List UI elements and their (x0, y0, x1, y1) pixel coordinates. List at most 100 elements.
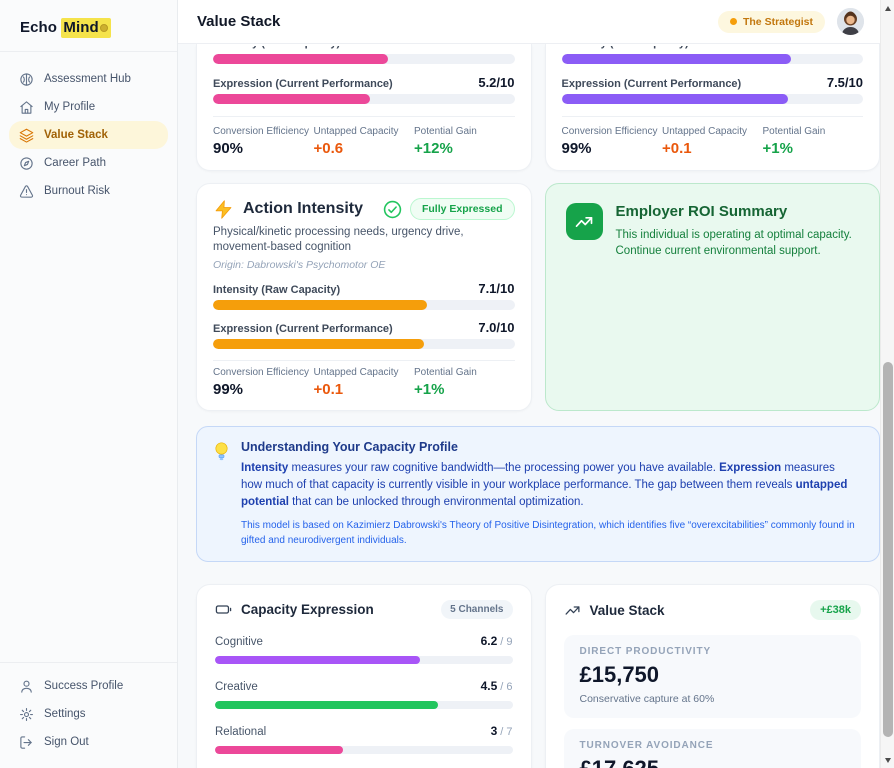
top-header: Value Stack The Strategist (178, 0, 894, 44)
brain-icon (20, 72, 33, 86)
roi-title: Employer ROI Summary (615, 203, 788, 220)
channel-bar (215, 701, 513, 710)
value-item-direct-productivity: DIRECT PRODUCTIVITY £15,750 Conservative… (563, 635, 861, 719)
trending-up-icon (564, 606, 580, 615)
sidebar-item-assessment-hub[interactable]: Assessment Hub (9, 65, 168, 93)
clipped-metric-label: Intensity (Raw Capacity) (213, 46, 515, 50)
clipped-metric-label: Intensity (Raw Capacity) (562, 46, 864, 50)
employer-roi-card: Employer ROI Summary This individual is … (544, 183, 880, 412)
info-footnote: This model is based on Kazimierz Dabrows… (241, 520, 855, 547)
sidebar-item-success-profile[interactable]: Success Profile (9, 672, 168, 700)
scroll-content: Intensity (Raw Capacity) Expression (Cur… (178, 44, 894, 768)
sidebar-item-label: Career Path (44, 157, 107, 169)
stats-row: Conversion Efficiency 99% Untapped Capaci… (562, 126, 864, 157)
info-title: Understanding Your Capacity Profile (241, 440, 458, 455)
sidebar-item-label: Assessment Hub (44, 73, 131, 85)
trait-card-clipped-left: Intensity (Raw Capacity) Expression (Cur… (196, 44, 532, 171)
brand-logo[interactable]: Echo Mind (0, 0, 177, 51)
conversion-value: 99% (213, 381, 244, 399)
status-badge: Fully Expressed (409, 198, 515, 220)
main-area: Value Stack The Strategist (178, 0, 894, 768)
sidebar-item-settings[interactable]: Settings (9, 700, 168, 728)
vertical-scrollbar[interactable] (880, 0, 894, 768)
trending-up-icon (565, 203, 603, 240)
zap-icon (215, 199, 232, 219)
gain-value: +1% (414, 381, 445, 399)
bottom-row: Capacity Expression 5 Channels Cognitive… (196, 584, 880, 768)
value-item-turnover-avoidance: TURNOVER AVOIDANCE £17,625 Based on high… (563, 729, 861, 768)
sidebar: Echo Mind Assessment Hub My Profile Valu… (0, 0, 178, 768)
raw-capacity-bar (213, 54, 515, 64)
avatar-image (837, 8, 864, 35)
channel-bar (215, 656, 513, 665)
sidebar-item-label: Sign Out (44, 736, 89, 748)
capacity-expression-card: Capacity Expression 5 Channels Cognitive… (196, 584, 532, 768)
persona-badge[interactable]: The Strategist (717, 10, 825, 33)
trait-origin: Origin: Dabrowski's Psychomotor OE (213, 259, 386, 272)
value-total-badge: +£38k (810, 600, 861, 621)
trait-description: Physical/kinetic processing needs, urgen… (213, 226, 464, 254)
layers-icon (19, 128, 34, 143)
raw-capacity-bar (213, 300, 515, 311)
check-circle-icon (383, 200, 402, 218)
sidebar-item-sign-out[interactable]: Sign Out (9, 728, 168, 756)
value-stack-card: Value Stack +£38k DIRECT PRODUCTIVITY £1… (544, 584, 880, 768)
sidebar-item-label: Value Stack (44, 129, 108, 141)
sidebar-item-label: Burnout Risk (44, 185, 110, 197)
channel-creative: Creative 4.5/ 6 (215, 677, 513, 710)
user-icon (21, 680, 32, 693)
page-title: Value Stack (197, 13, 281, 30)
sidebar-item-label: My Profile (44, 101, 96, 113)
expression-bar (561, 94, 863, 104)
untapped-value: +0.1 (662, 140, 692, 157)
sidebar-item-burnout-risk[interactable]: Burnout Risk (9, 177, 168, 205)
expression-bar (213, 94, 515, 104)
panel-title: Capacity Expression (241, 602, 374, 618)
expression-metric: Expression (Current Performance) 5.2/10 (213, 75, 515, 90)
stats-row: Conversion Efficiency 90% Untapped Capaci… (213, 126, 515, 157)
info-body: Intensity measures your raw cognitive ba… (241, 462, 848, 509)
sidebar-item-my-profile[interactable]: My Profile (9, 93, 168, 121)
brain-logo-icon (99, 24, 108, 33)
scroll-down-button[interactable] (881, 753, 894, 767)
channel-bar (215, 746, 513, 755)
stats-row: Conversion Efficiency 99% Untapped Capaci… (213, 367, 515, 398)
roi-body: This individual is operating at optimal … (615, 229, 852, 258)
brand-highlight: Mind (61, 18, 111, 38)
scroll-up-button[interactable] (881, 1, 894, 15)
compass-icon (20, 156, 33, 170)
scrollbar-thumb[interactable] (883, 362, 893, 737)
sidebar-item-value-stack[interactable]: Value Stack (9, 121, 168, 149)
gain-value: +12% (414, 140, 453, 157)
channels-badge: 5 Channels (441, 600, 513, 620)
channel-relational: Relational 3/ 7 (215, 722, 513, 755)
gear-icon (20, 707, 33, 721)
action-intensity-card: Action Intensity Fully Expressed Physica… (196, 183, 532, 412)
sidebar-nav: Assessment Hub My Profile Value Stack Ca… (0, 51, 177, 662)
trait-row-clipped: Intensity (Raw Capacity) Expression (Cur… (196, 44, 880, 171)
intensity-metric: Intensity (Raw Capacity) 7.1/10 (213, 281, 515, 297)
sidebar-footer: Success Profile Settings Sign Out (0, 662, 177, 768)
expression-metric: Expression (Current Performance) 7.0/10 (213, 320, 515, 336)
avatar[interactable] (837, 8, 864, 35)
sidebar-item-label: Settings (44, 708, 86, 720)
untapped-value: +0.1 (313, 381, 344, 399)
persona-dot-icon (729, 18, 737, 25)
sidebar-item-label: Success Profile (44, 680, 124, 692)
lightbulb-icon (215, 442, 228, 461)
persona-badge-label: The Strategist (742, 15, 813, 28)
capacity-profile-info-box: Understanding Your Capacity Profile Inte… (196, 426, 880, 563)
panel-title: Value Stack (589, 602, 665, 618)
gain-value: +1% (762, 140, 793, 157)
untapped-value: +0.6 (313, 140, 344, 157)
trait-card-title: Action Intensity (243, 200, 364, 217)
sidebar-item-career-path[interactable]: Career Path (9, 149, 168, 177)
alert-triangle-icon (19, 184, 34, 198)
battery-icon (215, 605, 232, 615)
trait-card-clipped-right: Intensity (Raw Capacity) Expression (Cur… (544, 44, 880, 171)
conversion-value: 90% (213, 140, 244, 157)
log-out-icon (20, 735, 32, 749)
raw-capacity-bar (561, 54, 863, 64)
conversion-value: 99% (561, 140, 592, 157)
